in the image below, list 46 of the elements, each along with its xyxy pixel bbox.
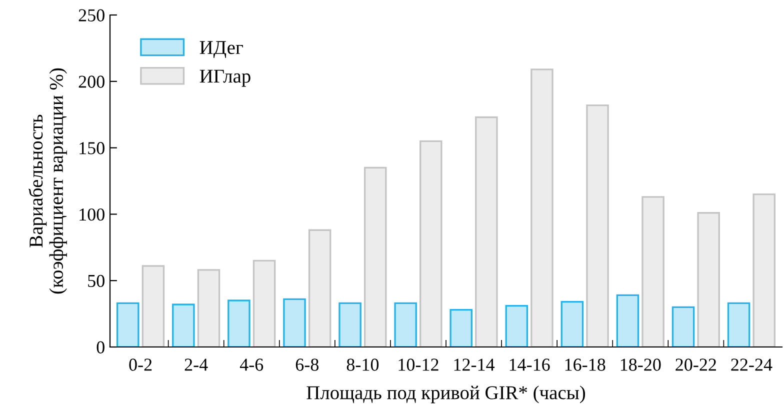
- x-tick-label: 2-4: [184, 358, 208, 371]
- x-tick-label: 0-2: [129, 358, 152, 371]
- x-tick-label: 14-16: [510, 358, 550, 371]
- bar: [642, 196, 664, 347]
- bar: [252, 260, 276, 347]
- bar: [142, 265, 165, 347]
- bar: [505, 304, 528, 347]
- bar: [228, 300, 250, 347]
- bar: [616, 294, 640, 347]
- legend-label: ИГлар: [200, 70, 250, 87]
- x-axis-title: Площадь под кривой GIR* (часы): [306, 386, 586, 404]
- bar: [394, 302, 417, 347]
- bar: [727, 302, 750, 347]
- bar: [308, 229, 332, 347]
- bar: [530, 68, 554, 347]
- bar: [364, 166, 387, 347]
- bar: [420, 140, 442, 347]
- legend-label: ИДег: [200, 41, 243, 58]
- bar: [752, 193, 776, 347]
- bar: [450, 308, 472, 347]
- x-tick-label: 6-8: [296, 358, 319, 371]
- bar: [586, 104, 609, 347]
- bar: [560, 301, 584, 347]
- bar: [672, 306, 695, 347]
- x-tick-label: 16-18: [565, 358, 606, 371]
- y-tick-label: 150: [80, 142, 104, 154]
- x-tick-label: 4-6: [240, 358, 264, 371]
- bar: [283, 298, 306, 347]
- y-tick-label: 0: [96, 341, 104, 354]
- bar: [197, 269, 220, 347]
- y-axis-title: Вариабельность (коэффициент вариации %): [28, 68, 67, 294]
- y-tick-label: 50: [88, 274, 104, 288]
- x-tick-label: 10-12: [398, 358, 438, 371]
- y-tick-label: 250: [78, 9, 104, 22]
- bar: [697, 212, 720, 347]
- bar: [116, 302, 140, 347]
- bar: [475, 116, 498, 347]
- y-tick-label: 100: [80, 208, 104, 221]
- x-tick-label: 12-14: [454, 358, 495, 371]
- bar: [338, 302, 362, 347]
- x-tick-label: 18-20: [620, 358, 661, 371]
- y-tick-label: 200: [78, 76, 104, 88]
- bar: [172, 304, 195, 347]
- x-tick-label: 22-24: [731, 358, 772, 371]
- x-tick-label: 20-22: [676, 358, 716, 371]
- x-tick-label: 8-10: [346, 358, 379, 371]
